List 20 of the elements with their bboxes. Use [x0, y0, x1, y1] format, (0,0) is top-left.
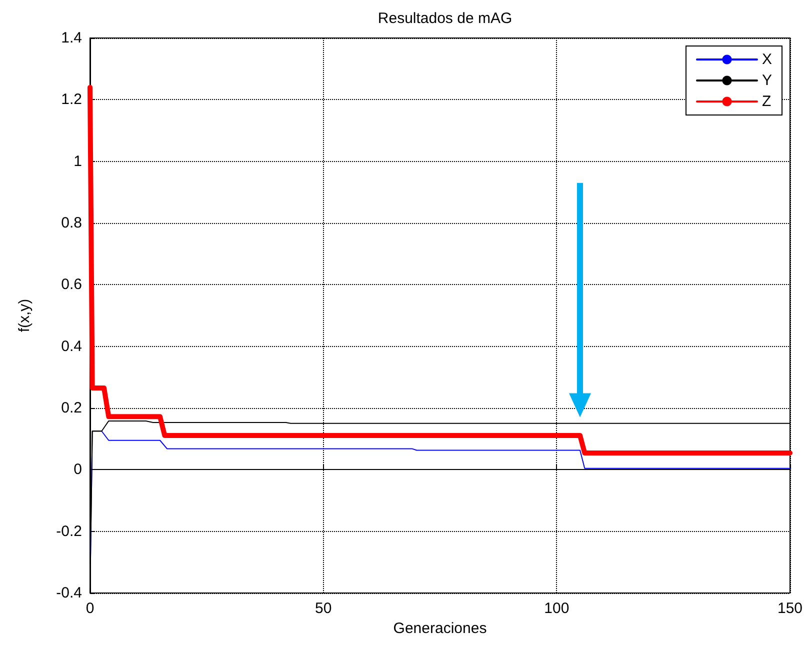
legend-label: X — [762, 51, 772, 68]
legend-label: Z — [762, 93, 772, 110]
y-tick-label: 1.4 — [61, 30, 82, 46]
legend-label: Y — [762, 72, 772, 89]
y-tick-label: 1.2 — [61, 91, 82, 108]
y-tick-label: 0.2 — [61, 400, 82, 416]
y-tick-label: -0.4 — [56, 584, 82, 602]
y-tick-label: 0.8 — [61, 214, 82, 232]
x-tick-label: 100 — [544, 600, 570, 617]
y-tick-label: -0.2 — [56, 522, 82, 540]
x-tick-label: 0 — [86, 600, 94, 617]
y-axis-title: f(x,y) — [16, 298, 33, 332]
x-tick-label: 150 — [777, 600, 803, 617]
y-tick-label: 0.6 — [61, 276, 82, 294]
y-tick-label: 0 — [74, 461, 82, 478]
x-axis-title: Generaciones — [393, 620, 487, 637]
chart-title: Resultados de mAG — [378, 10, 512, 27]
y-tick-label: 0.4 — [61, 338, 82, 355]
y-tick-label: 1 — [74, 152, 82, 170]
x-tick-label: 50 — [314, 600, 332, 617]
